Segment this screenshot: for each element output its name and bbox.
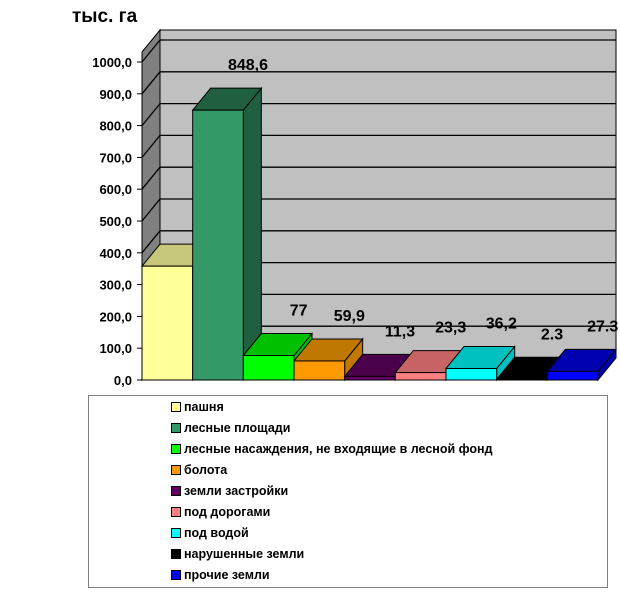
bar-1: [191, 86, 263, 382]
legend: пашня лесные площади лесные насаждения, не…: [88, 395, 608, 588]
legend-item: земли застройки: [171, 484, 288, 498]
legend-swatch: [171, 444, 181, 454]
y-axis-unit-label: тыс. га: [72, 6, 138, 27]
legend-label: лесные насаждения, не входящие в лесной …: [184, 442, 493, 456]
legend-item: прочие земли: [171, 568, 270, 582]
data-label: 848,6: [228, 57, 268, 74]
gridline: [141, 230, 616, 254]
bar-front: [242, 355, 295, 381]
data-label: 11,3: [385, 323, 415, 340]
legend-swatch: [171, 402, 181, 412]
y-tick-label: 300,0: [99, 278, 132, 293]
y-tick-label: 800,0: [99, 119, 132, 134]
data-label: 27.3: [587, 318, 618, 335]
y-tick-label: 600,0: [99, 182, 132, 197]
legend-label: нарушенные земли: [184, 547, 305, 561]
bar-front: [192, 109, 244, 381]
y-tick-label: 0,0: [114, 373, 132, 388]
legend-swatch: [171, 486, 181, 496]
legend-label: под дорогами: [184, 505, 271, 519]
data-label: 36,2: [486, 315, 517, 332]
data-label: 77: [290, 303, 308, 320]
bar-front: [344, 375, 396, 381]
legend-label: земли застройки: [184, 484, 289, 498]
bar-6: [444, 345, 516, 382]
legend-item: нарушенные земли: [171, 547, 304, 561]
gridline: [141, 198, 616, 222]
y-tick-label: 700,0: [99, 150, 132, 165]
data-label: 23,3: [435, 320, 466, 337]
y-tick-label: 200,0: [99, 309, 132, 324]
gridline: [141, 39, 616, 63]
bar-front: [546, 370, 599, 381]
legend-label: пашня: [184, 400, 224, 414]
data-label: 2.3: [541, 326, 563, 343]
y-tick-label: 400,0: [99, 246, 132, 261]
bar-front: [141, 265, 194, 381]
legend-swatch: [171, 570, 181, 580]
legend-swatch: [171, 423, 181, 433]
gridline: [141, 134, 616, 158]
bar-3: [292, 337, 364, 382]
legend-item: болота: [171, 463, 227, 477]
legend-label: прочие земли: [184, 568, 270, 582]
gridline: [141, 166, 616, 190]
bar-front: [394, 372, 447, 381]
legend-swatch: [171, 465, 181, 475]
legend-label: под водой: [184, 526, 249, 540]
legend-label: болота: [184, 463, 228, 477]
legend-swatch: [171, 528, 181, 538]
legend-item: под дорогами: [171, 505, 270, 519]
bar-front: [496, 378, 548, 381]
legend-item: пашня: [171, 400, 224, 414]
bar-8: [546, 347, 618, 382]
bar-front: [445, 367, 498, 381]
legend-label: лесные площади: [184, 421, 291, 435]
legend-item: лесные площади: [171, 421, 290, 435]
bar-front: [293, 360, 346, 381]
legend-swatch: [171, 549, 181, 559]
y-tick-label: 500,0: [99, 214, 132, 229]
y-tick-label: 1000,0: [92, 55, 132, 70]
data-label: 59,9: [334, 308, 365, 325]
y-tick-label: 100,0: [99, 341, 132, 356]
legend-item: под водой: [171, 526, 249, 540]
legend-swatch: [171, 507, 181, 517]
y-tick-label: 900,0: [99, 87, 132, 102]
legend-item: лесные насаждения, не входящие в лесной …: [171, 442, 493, 456]
gridline: [141, 102, 616, 127]
gridline: [141, 71, 616, 95]
